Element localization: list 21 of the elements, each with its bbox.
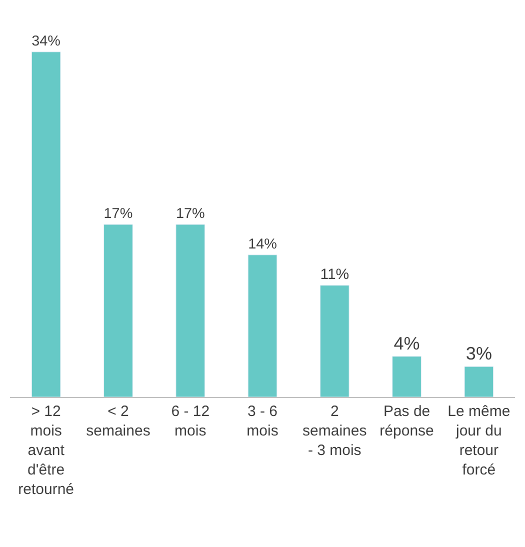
x-tick-label: 6 - 12 mois [171,403,210,440]
data-label: 3% [466,344,492,364]
data-label: 34% [32,34,61,50]
data-label: 17% [176,206,205,222]
x-tick-label: < 2 semaines [86,403,150,440]
x-tick-label: 2 semaines - 3 mois [302,403,367,459]
data-label: 14% [248,236,278,253]
x-tick-label: 3 - 6 mois [246,403,278,440]
bar [104,224,133,397]
data-label: 4% [394,333,420,354]
bar [320,285,350,397]
data-label: 11% [320,266,350,284]
data-label: 17% [104,206,133,222]
bar [464,366,494,397]
bar [248,254,278,397]
bar [31,52,61,397]
bar [176,224,206,397]
x-tick-label: Le même jour du retour forcé [448,403,510,478]
bar [392,356,422,397]
x-tick-label: Pas de réponse [380,403,434,440]
x-tick-label: > 12 mois avant d'être retourné [18,403,74,498]
